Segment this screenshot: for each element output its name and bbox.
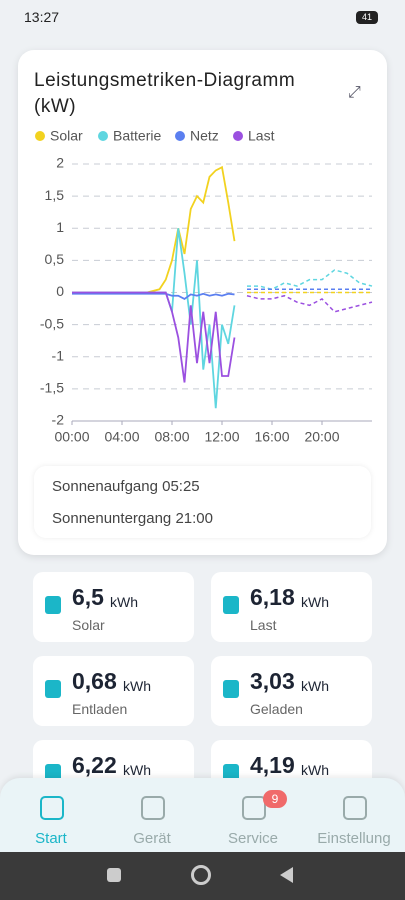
nav-item[interactable]: Service 9 xyxy=(203,778,303,852)
y-tick-label: 1 xyxy=(56,219,64,235)
home-button[interactable] xyxy=(191,865,211,885)
y-tick-label: -2 xyxy=(52,412,65,428)
legend-dot xyxy=(175,131,185,141)
metric-icon xyxy=(223,680,239,698)
metric-icon xyxy=(45,596,61,614)
x-tick-label: 04:00 xyxy=(104,429,139,445)
expand-icon[interactable]: ⤢ xyxy=(348,84,361,101)
nav-label: Einstellung xyxy=(317,830,391,847)
metric-label: Geladen xyxy=(250,701,303,717)
series-line xyxy=(72,165,236,294)
back-button[interactable] xyxy=(280,867,293,883)
metric-icon xyxy=(223,764,239,782)
sunset: Sonnenuntergang 21:00 xyxy=(52,510,213,527)
legend-dot xyxy=(233,131,243,141)
x-tick-label: 20:00 xyxy=(304,429,339,445)
metric-value: 6,5 xyxy=(72,584,104,610)
metric-card: 3,03 kWh Geladen xyxy=(211,656,372,726)
metric-unit: kWh xyxy=(123,678,151,694)
series-line xyxy=(72,292,235,300)
nav-item[interactable]: Einstellung xyxy=(304,778,404,852)
legend-label: Batterie xyxy=(113,128,161,144)
y-tick-label: 1,5 xyxy=(45,187,65,203)
nav-icon xyxy=(141,796,165,820)
metric-label: Entladen xyxy=(72,701,128,717)
battery: 41 xyxy=(356,11,378,24)
y-tick-label: -1 xyxy=(52,347,65,363)
y-tick-label: 0,5 xyxy=(45,251,65,267)
x-tick-label: 08:00 xyxy=(154,429,189,445)
nav-label: Service xyxy=(227,830,279,847)
bottom-nav: Start Gerät Service 9 Einstellung xyxy=(0,778,405,852)
metric-value: 6,22 xyxy=(72,752,117,778)
y-tick-label: 0 xyxy=(56,283,64,299)
legend-dot xyxy=(35,131,45,141)
metric-card: 0,68 kWh Entladen xyxy=(33,656,194,726)
series-line xyxy=(72,228,236,409)
x-tick-label: 16:00 xyxy=(254,429,289,445)
nav-label: Gerät xyxy=(133,830,171,847)
forecast-line xyxy=(247,269,373,291)
metric-unit: kWh xyxy=(301,762,329,778)
sunrise: Sonnenaufgang 05:25 xyxy=(52,478,200,495)
y-tick-label: 2 xyxy=(56,155,64,171)
nav-badge: 9 xyxy=(263,790,287,808)
metric-value: 3,03 xyxy=(250,668,295,694)
legend-label: Last xyxy=(248,128,275,144)
nav-icon xyxy=(40,796,64,820)
sun-box: Sonnenaufgang 05:25 Sonnenuntergang 21:0… xyxy=(34,466,371,538)
metric-card: 6,5 kWh Solar xyxy=(33,572,194,642)
metric-value: 4,19 xyxy=(250,752,295,778)
metric-icon xyxy=(45,764,61,782)
legend-label: Netz xyxy=(190,128,219,144)
metric-label: Solar xyxy=(72,617,105,633)
metric-unit: kWh xyxy=(301,678,329,694)
system-nav xyxy=(0,852,405,900)
metric-unit: kWh xyxy=(110,594,138,610)
metric-value: 0,68 xyxy=(72,668,117,694)
x-tick-label: 12:00 xyxy=(204,429,239,445)
y-tick-label: -1,5 xyxy=(40,380,64,396)
chart: 2 1,5 1 0,5 0 -0,5 -1 -1,5 -200:00 04:00 08:00 12:0… xyxy=(35,128,373,445)
chart-title: Leistungsmetriken-Diagramm (kW) xyxy=(34,70,296,117)
status-time: 13:27 xyxy=(24,9,60,25)
nav-icon xyxy=(343,796,367,820)
x-tick-label: 00:00 xyxy=(54,429,89,445)
metric-card: 6,18 kWh Last xyxy=(211,572,372,642)
metric-icon xyxy=(45,680,61,698)
metric-icon xyxy=(223,596,239,614)
nav-item[interactable]: Start xyxy=(1,778,101,852)
recent-button[interactable] xyxy=(107,868,121,882)
legend-dot xyxy=(98,131,108,141)
nav-icon xyxy=(242,796,266,820)
y-tick-label: -0,5 xyxy=(40,315,64,331)
metric-label: Last xyxy=(250,617,277,633)
metric-value: 6,18 xyxy=(250,584,295,610)
nav-item[interactable]: Gerät xyxy=(102,778,202,852)
metric-unit: kWh xyxy=(123,762,151,778)
series-line xyxy=(72,291,236,383)
nav-label: Start xyxy=(35,830,67,847)
legend-label: Solar xyxy=(50,128,83,144)
forecast-line xyxy=(246,294,373,313)
metric-unit: kWh xyxy=(301,594,329,610)
